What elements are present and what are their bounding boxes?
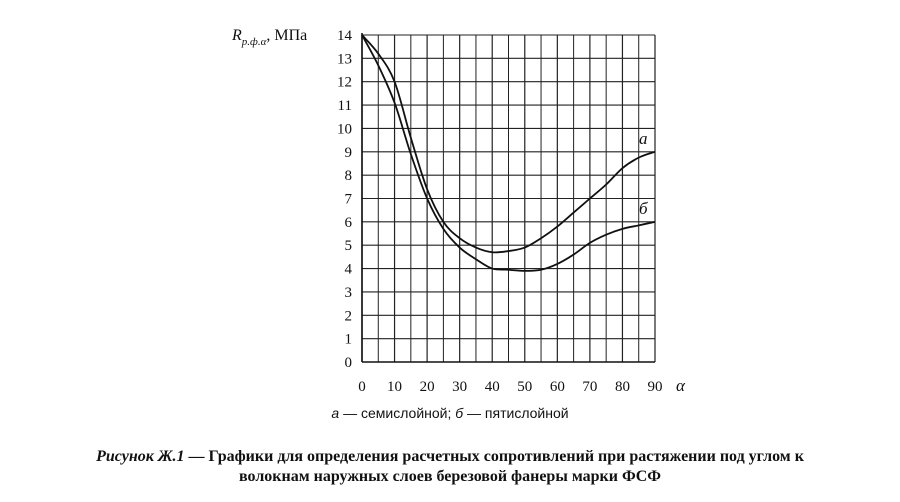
caption-line1: — Графики для определения расчетных сопр… bbox=[184, 448, 804, 465]
caption-line2: волокнам наружных слоев березовой фанеры… bbox=[239, 468, 661, 485]
x-tick-label: 60 bbox=[550, 379, 565, 395]
y-tick-label: 0 bbox=[345, 355, 353, 371]
y-tick-label: 4 bbox=[345, 262, 353, 278]
series-label-b: б bbox=[639, 199, 648, 218]
legend-a-letter: а bbox=[331, 405, 340, 421]
x-tick-label: 0 bbox=[358, 379, 366, 395]
y-tick-label: 12 bbox=[337, 75, 352, 91]
x-tick-label: 40 bbox=[485, 379, 500, 395]
y-axis-label-sub: р.ф.α bbox=[241, 36, 267, 48]
legend-b-letter: б bbox=[455, 405, 464, 421]
legend-b-text: — пятислойной bbox=[463, 405, 569, 421]
x-tick-label: 80 bbox=[615, 379, 630, 395]
y-axis-label: Rр.ф.α, МПа bbox=[231, 27, 307, 48]
series-label-a: а bbox=[639, 129, 648, 148]
y-tick-label: 6 bbox=[345, 215, 353, 231]
y-tick-label: 11 bbox=[338, 98, 352, 114]
series-lines bbox=[361, 34, 656, 272]
y-axis-label-unit: , МПа bbox=[266, 27, 307, 44]
caption-label: Рисунок Ж.1 bbox=[96, 448, 185, 465]
legend: а — семислойной; б — пятислойной bbox=[0, 405, 900, 421]
y-tick-label: 5 bbox=[345, 238, 353, 254]
y-axis-label-main: R bbox=[231, 27, 242, 44]
x-tick-label: 20 bbox=[420, 379, 435, 395]
figure-caption: Рисунок Ж.1 — Графики для определения ра… bbox=[30, 447, 870, 487]
y-tick-label: 13 bbox=[337, 51, 352, 67]
legend-a-text: — семислойной; bbox=[339, 405, 456, 421]
y-tick-label: 1 bbox=[345, 332, 353, 348]
x-tick-label: 70 bbox=[582, 379, 597, 395]
y-tick-label: 14 bbox=[337, 28, 353, 44]
series-line-a bbox=[361, 34, 656, 254]
y-tick-label: 3 bbox=[345, 285, 353, 301]
grid bbox=[361, 33, 656, 363]
x-tick-label: 10 bbox=[387, 379, 402, 395]
y-tick-label: 9 bbox=[345, 145, 353, 161]
curve-labels: аб bbox=[639, 129, 648, 218]
series-line-b bbox=[361, 34, 656, 272]
y-tick-label: 2 bbox=[345, 308, 353, 324]
y-tick-label: 7 bbox=[345, 192, 353, 208]
x-axis-label: α bbox=[676, 376, 686, 395]
x-tick-label: 90 bbox=[648, 379, 663, 395]
y-tick-label: 8 bbox=[345, 168, 353, 184]
x-tick-label: 30 bbox=[452, 379, 467, 395]
y-tick-label: 10 bbox=[337, 121, 352, 137]
x-tick-label: 50 bbox=[517, 379, 532, 395]
